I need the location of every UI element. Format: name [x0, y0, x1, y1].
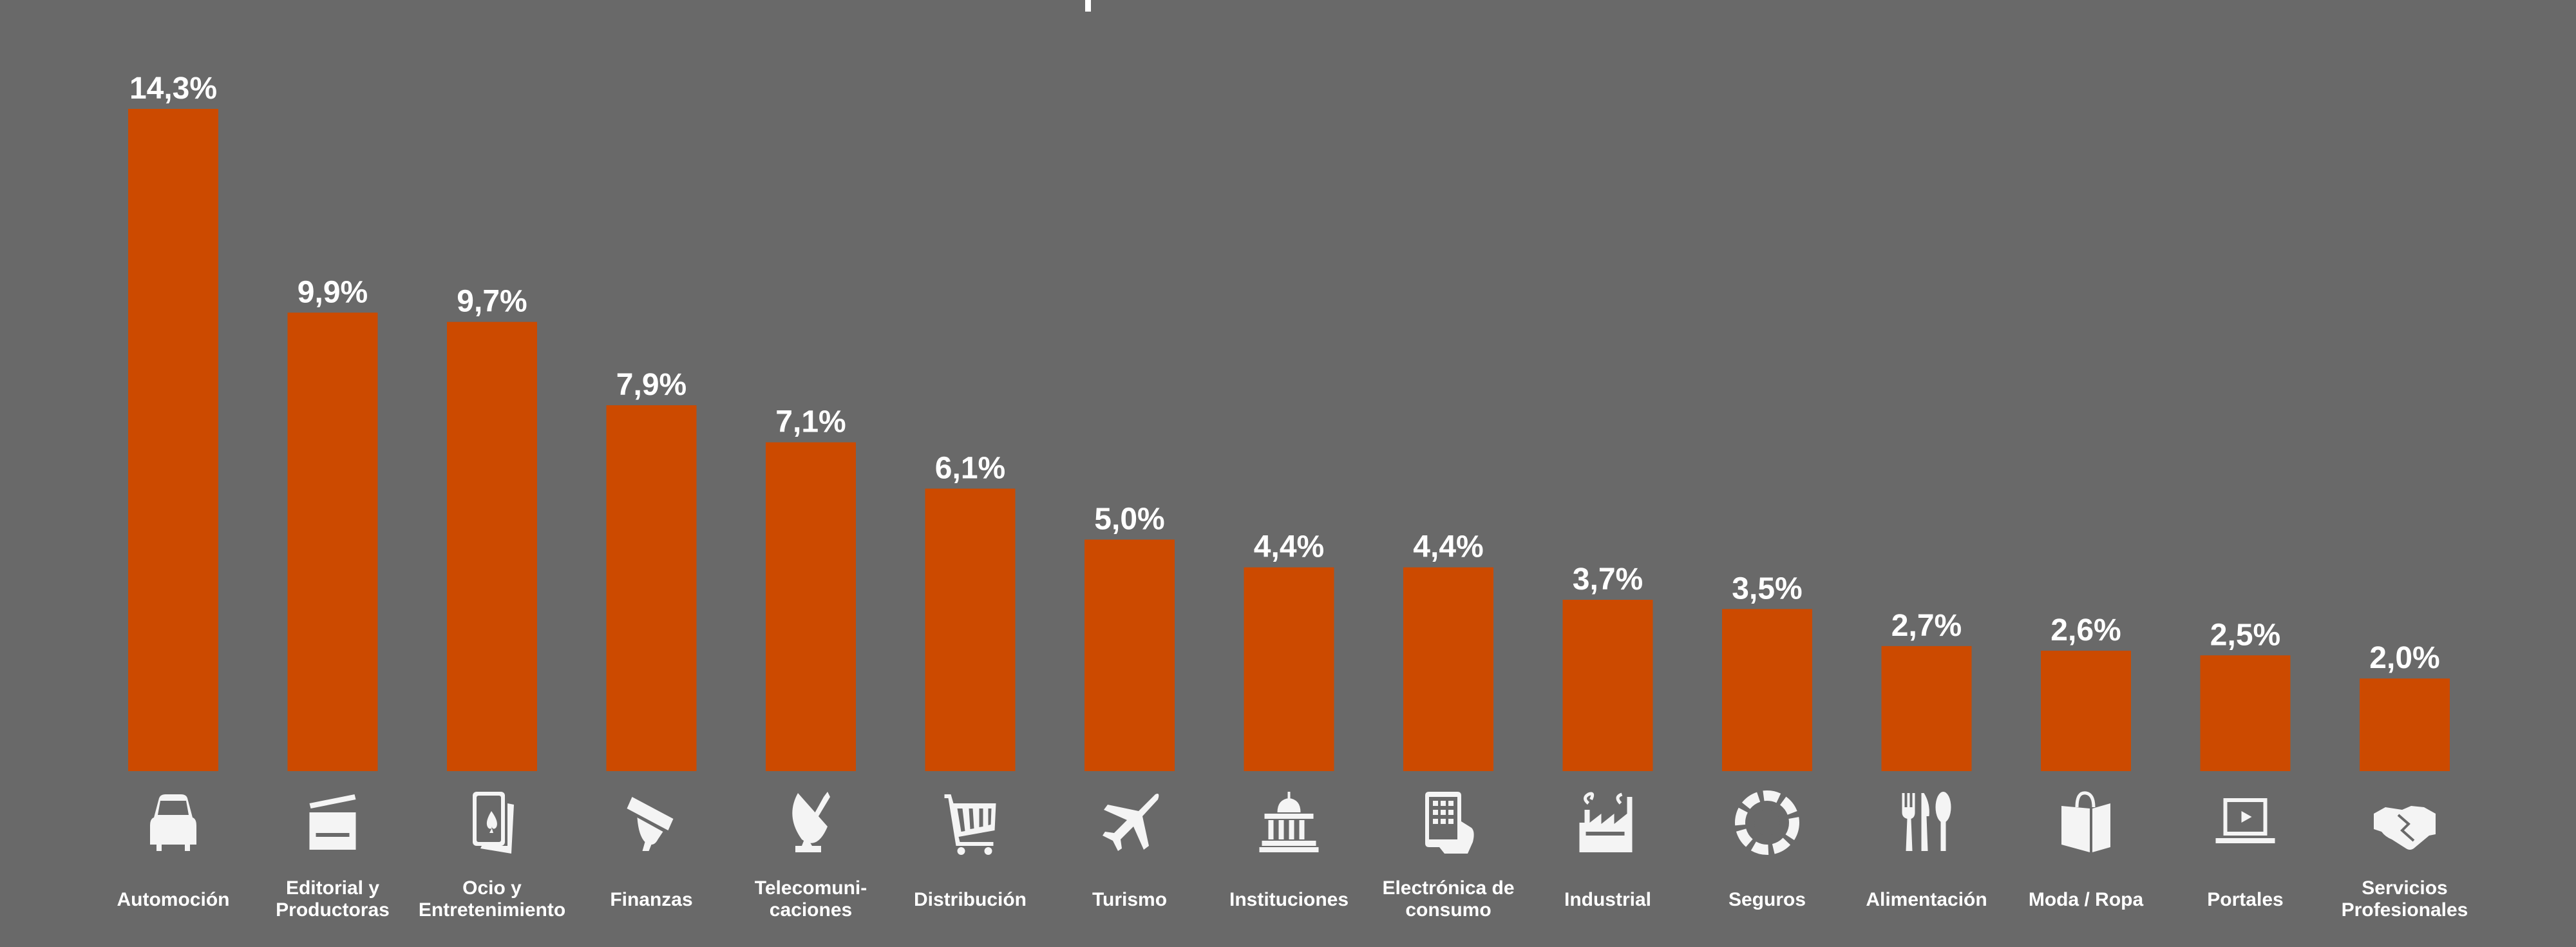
bar-group: 7,1% Telecomuni-caciones — [755, 405, 867, 921]
bar-group: 7,9% Finanzas — [606, 368, 697, 910]
category-label: Seguros — [1728, 889, 1806, 910]
bar — [1403, 567, 1493, 771]
bar-group: 3,7% Industrial — [1562, 562, 1653, 910]
category-label: Turismo — [1092, 889, 1167, 910]
airplane-icon — [1103, 794, 1159, 851]
bar-group: 2,5% Portales — [2200, 618, 2291, 910]
laptop-icon — [2215, 798, 2275, 843]
playing-cards-icon — [473, 792, 514, 854]
category-label: Moda / Ropa — [2029, 889, 2144, 910]
car-icon — [150, 794, 196, 851]
data-label: 4,4% — [1413, 530, 1483, 564]
bar — [1562, 600, 1653, 771]
credit-card-icon — [627, 797, 674, 851]
bar — [447, 321, 537, 771]
bar-group: 5,0% Turismo — [1084, 502, 1175, 910]
category-label: consumo — [1405, 899, 1491, 921]
bar — [2360, 678, 2450, 771]
data-label: 14,3% — [129, 72, 217, 106]
bar-group: 4,4% Instituciones — [1229, 530, 1349, 910]
shopping-bag-icon — [2061, 791, 2110, 852]
category-label: Profesionales — [2342, 899, 2468, 921]
data-label: 7,9% — [616, 368, 687, 402]
category-label: Editorial y — [286, 877, 379, 899]
category-label: Electrónica de — [1382, 877, 1514, 899]
data-label: 3,5% — [1732, 571, 1802, 606]
bar — [128, 109, 218, 771]
bar — [2200, 655, 2291, 771]
shopping-cart-icon — [944, 794, 996, 855]
bar — [1722, 609, 1812, 771]
category-label: Ocio y — [462, 877, 522, 899]
category-label: Instituciones — [1229, 889, 1349, 910]
bar — [1881, 646, 1972, 771]
handshake-icon — [2374, 806, 2436, 850]
category-label: Finanzas — [610, 889, 692, 910]
touch-phone-icon — [1425, 792, 1474, 854]
data-label: 4,4% — [1254, 530, 1324, 564]
clapperboard-icon — [309, 794, 356, 850]
factory-icon — [1579, 792, 1633, 852]
data-label: 3,7% — [1573, 562, 1643, 597]
bar — [925, 488, 1016, 771]
data-label: 2,7% — [1891, 609, 1962, 643]
category-label: Alimentación — [1866, 889, 1987, 910]
category-label: Industrial — [1564, 889, 1651, 910]
title-fragment — [1085, 0, 1091, 12]
category-label: Distribución — [914, 889, 1027, 910]
data-label: 9,7% — [457, 285, 527, 319]
category-label: caciones — [770, 899, 852, 921]
bar-group: 14,3% Automoción — [117, 72, 230, 910]
bar — [1084, 539, 1175, 771]
bar-group: 3,5% Seguros — [1722, 571, 1812, 910]
government-building-icon — [1259, 792, 1319, 852]
data-label: 5,0% — [1094, 502, 1164, 537]
bar — [287, 312, 378, 771]
bar — [766, 442, 856, 771]
bar — [1244, 567, 1334, 771]
data-label: 2,0% — [2369, 641, 2439, 675]
data-label: 2,5% — [2210, 618, 2280, 652]
bar — [606, 405, 697, 771]
satellite-dish-icon — [792, 792, 830, 852]
bar-group: 2,7% Alimentación — [1866, 609, 1987, 910]
data-label: 7,1% — [775, 405, 846, 439]
category-label: Portales — [2207, 889, 2283, 910]
category-label: Automoción — [117, 889, 230, 910]
lifebuoy-icon — [1735, 790, 1799, 855]
category-label: Telecomuni- — [755, 877, 867, 899]
bar — [2041, 651, 2131, 771]
data-label: 2,6% — [2050, 613, 2121, 647]
category-label: Servicios — [2362, 877, 2447, 899]
bar-group: 2,6% Moda / Ropa — [2029, 613, 2144, 910]
cutlery-icon — [1902, 792, 1951, 851]
category-label: Productoras — [276, 899, 390, 921]
data-label: 6,1% — [935, 451, 1005, 485]
bar-group: 6,1% Distribución — [914, 451, 1027, 910]
data-label: 9,9% — [298, 275, 368, 309]
category-label: Entretenimiento — [419, 899, 565, 921]
